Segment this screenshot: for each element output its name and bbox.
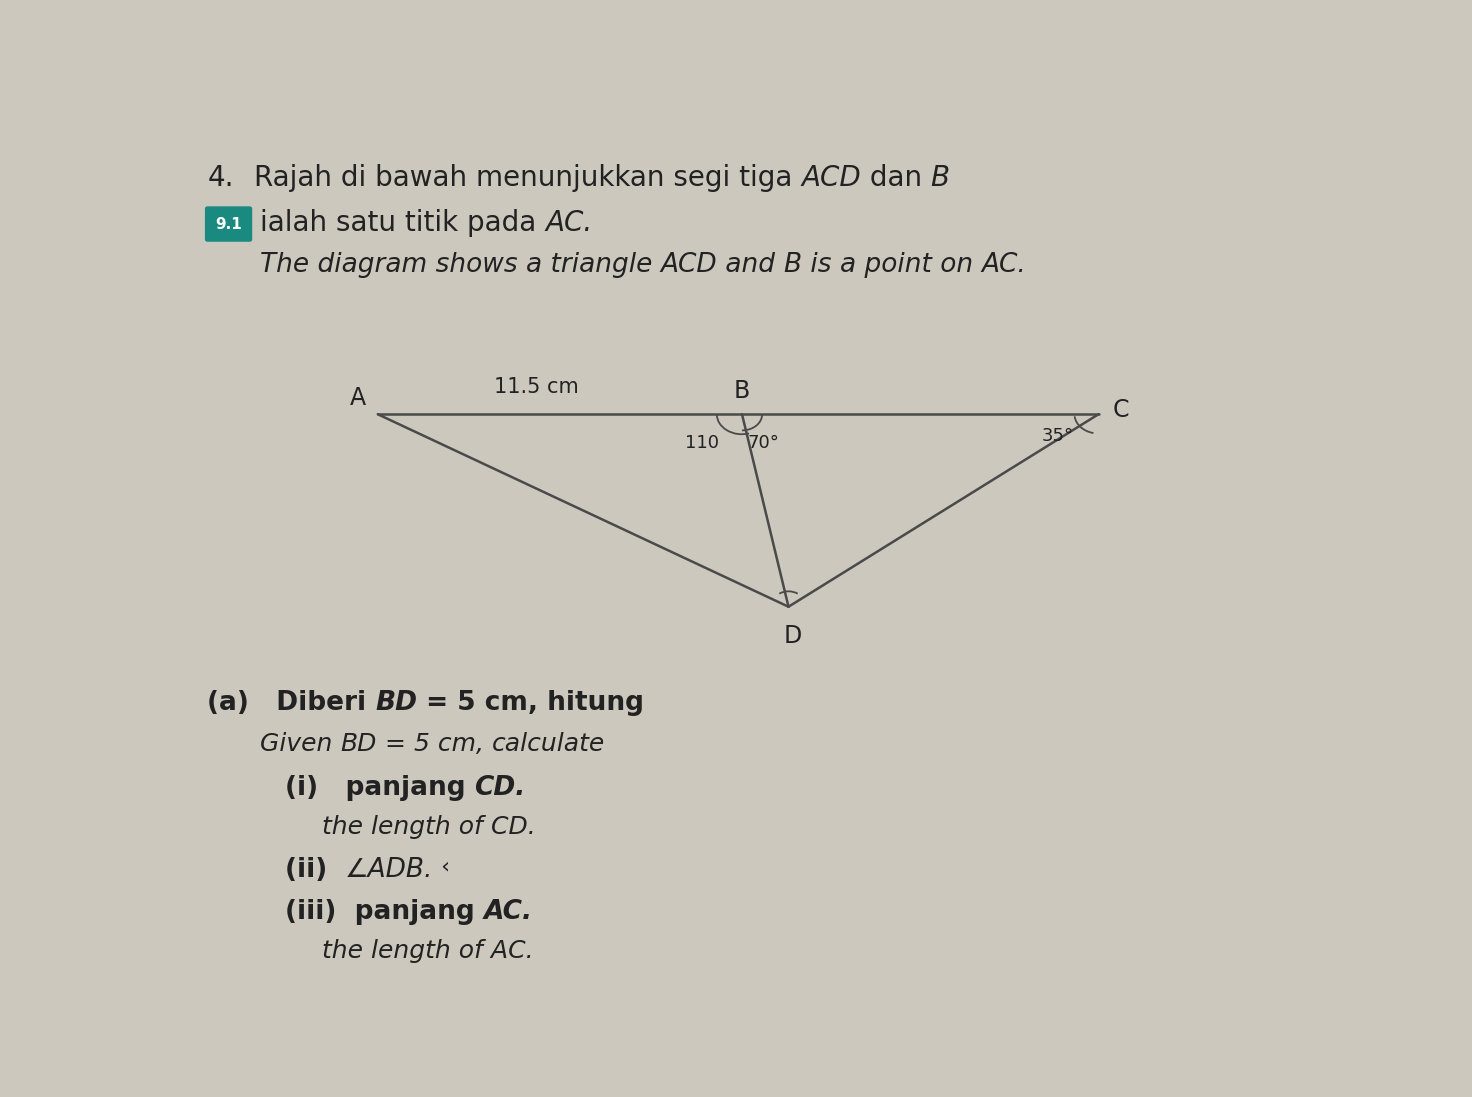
Text: CD.: CD.	[483, 815, 536, 838]
Text: (iii)  panjang: (iii) panjang	[284, 900, 484, 926]
Text: = 5 cm, hitung: = 5 cm, hitung	[418, 690, 645, 716]
Text: ‹: ‹	[434, 857, 450, 877]
Text: (a)   Diberi: (a) Diberi	[208, 690, 375, 716]
Text: (ii): (ii)	[284, 857, 346, 883]
Text: (i)   panjang: (i) panjang	[284, 774, 474, 801]
Text: 11.5 cm: 11.5 cm	[495, 377, 578, 397]
Text: AC.: AC.	[484, 900, 533, 926]
Text: the: the	[322, 815, 371, 838]
Text: BD: BD	[375, 690, 418, 716]
Text: AC.: AC.	[982, 251, 1026, 278]
Text: Rajah di bawah menunjukkan segi tiga: Rajah di bawah menunjukkan segi tiga	[253, 163, 801, 192]
Text: D: D	[783, 624, 801, 647]
Text: 35°: 35°	[1042, 427, 1075, 444]
Text: B: B	[735, 378, 751, 403]
Text: A: A	[350, 386, 367, 410]
Text: and: and	[717, 251, 783, 278]
Text: 70°: 70°	[748, 434, 780, 452]
Text: dan: dan	[861, 163, 930, 192]
Text: 9.1: 9.1	[215, 216, 241, 231]
Text: the: the	[322, 939, 371, 963]
Text: is: is	[802, 251, 839, 278]
Text: AC.: AC.	[483, 939, 533, 963]
Text: B: B	[783, 251, 802, 278]
Text: length of: length of	[371, 939, 483, 963]
Text: BD: BD	[340, 732, 377, 756]
Text: = 5 cm,: = 5 cm,	[377, 732, 492, 756]
Text: ∠ADB.: ∠ADB.	[346, 857, 434, 883]
Text: ialah satu titik pada: ialah satu titik pada	[261, 208, 545, 237]
Text: CD.: CD.	[474, 774, 526, 801]
FancyBboxPatch shape	[205, 206, 252, 241]
Text: ACD: ACD	[661, 251, 717, 278]
Text: B: B	[930, 163, 949, 192]
Text: 110: 110	[684, 434, 718, 452]
Text: 4.: 4.	[208, 163, 234, 192]
Text: The diagram shows a triangle: The diagram shows a triangle	[261, 251, 661, 278]
Text: calculate: calculate	[492, 732, 605, 756]
Text: a point on: a point on	[839, 251, 982, 278]
Text: Given: Given	[261, 732, 340, 756]
Text: length of: length of	[371, 815, 483, 838]
Text: C: C	[1113, 398, 1129, 422]
Text: AC.: AC.	[545, 208, 592, 237]
Text: ACD: ACD	[801, 163, 861, 192]
